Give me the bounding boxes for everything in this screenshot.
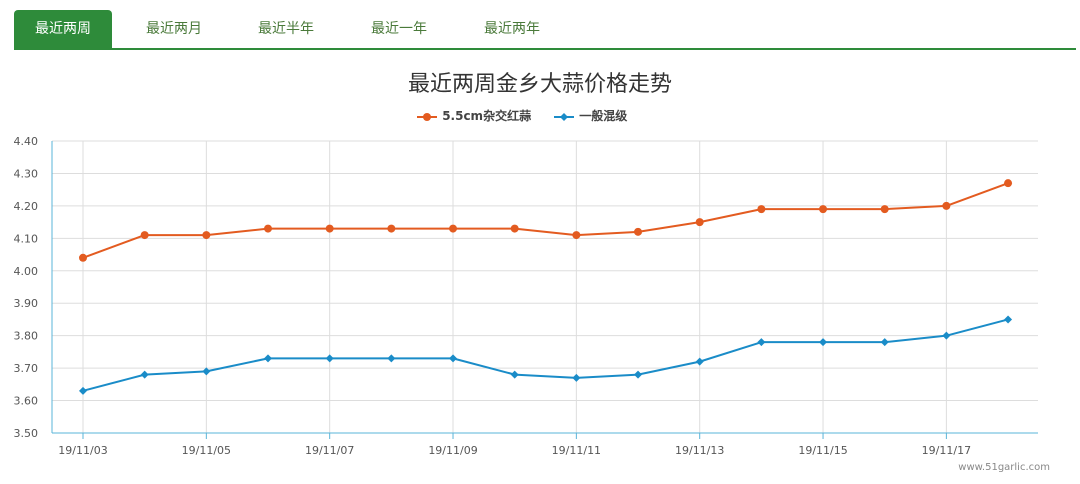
tab-half-year[interactable]: 最近半年 — [258, 21, 314, 37]
y-tick-label: 3.50 — [14, 427, 39, 440]
legend-item-series-2[interactable]: 一般混级 — [553, 106, 627, 126]
data-point[interactable] — [449, 354, 458, 363]
data-point[interactable] — [140, 231, 149, 240]
x-tick-label: 19/11/03 — [58, 444, 107, 457]
data-point[interactable] — [572, 231, 581, 240]
data-point[interactable] — [572, 373, 581, 382]
data-point[interactable] — [264, 224, 273, 233]
x-tick-label: 19/11/13 — [675, 444, 724, 457]
period-tabs: 最近两周 最近两月 最近半年 最近一年 最近两年 — [14, 10, 1076, 50]
x-tick-label: 19/11/09 — [428, 444, 477, 457]
y-tick-label: 4.30 — [14, 167, 39, 180]
series-line-2 — [82, 318, 1009, 392]
tab-one-year[interactable]: 最近一年 — [371, 21, 427, 37]
x-tick-label: 19/11/11 — [552, 444, 601, 457]
data-point[interactable] — [202, 367, 211, 376]
legend-label-series-1: 5.5cm杂交红蒜 — [442, 109, 532, 123]
data-point[interactable] — [1004, 315, 1013, 324]
y-tick-label: 4.00 — [14, 265, 39, 278]
data-point[interactable] — [449, 224, 458, 233]
data-point[interactable] — [325, 354, 334, 363]
data-point[interactable] — [387, 354, 396, 363]
data-point[interactable] — [695, 357, 704, 366]
data-point[interactable] — [757, 205, 766, 214]
series-line-1 — [82, 182, 1009, 259]
y-tick-label: 3.80 — [14, 330, 39, 343]
data-point[interactable] — [942, 201, 951, 210]
legend-item-series-1[interactable]: 5.5cm杂交红蒜 — [416, 106, 531, 126]
tab-two-months[interactable]: 最近两月 — [146, 21, 202, 37]
data-point[interactable] — [79, 253, 87, 262]
data-point[interactable] — [757, 338, 766, 347]
data-point[interactable] — [819, 338, 828, 347]
data-point[interactable] — [387, 224, 396, 233]
data-point[interactable] — [140, 370, 149, 379]
legend-marker-series-1 — [417, 112, 437, 121]
y-tick-label: 4.10 — [14, 232, 39, 245]
data-point[interactable] — [510, 224, 519, 233]
data-point[interactable] — [880, 338, 889, 347]
y-tick-label: 3.60 — [14, 395, 39, 408]
data-point[interactable] — [79, 386, 87, 395]
chart-legend: 5.5cm杂交红蒜 一般混级 — [0, 106, 1080, 126]
x-tick-label: 19/11/05 — [182, 444, 231, 457]
x-tick-label: 19/11/15 — [798, 444, 847, 457]
data-point[interactable] — [264, 354, 273, 363]
legend-marker-series-2 — [554, 112, 574, 121]
data-point[interactable] — [880, 205, 889, 214]
data-point[interactable] — [942, 331, 951, 340]
data-point[interactable] — [634, 370, 643, 379]
data-point[interactable] — [634, 227, 643, 236]
x-tick-label: 19/11/17 — [922, 444, 971, 457]
y-tick-label: 3.70 — [14, 362, 39, 375]
x-tick-label: 19/11/07 — [305, 444, 354, 457]
data-point[interactable] — [202, 231, 211, 240]
data-point[interactable] — [1004, 179, 1013, 188]
data-point[interactable] — [695, 218, 704, 227]
tab-two-weeks[interactable]: 最近两周 — [14, 10, 112, 48]
watermark: www.51garlic.com — [958, 462, 1050, 473]
legend-label-series-2: 一般混级 — [579, 109, 628, 123]
data-point[interactable] — [510, 370, 519, 379]
y-tick-label: 4.20 — [14, 200, 39, 213]
data-point[interactable] — [819, 205, 828, 214]
y-tick-label: 3.90 — [14, 297, 39, 310]
data-point[interactable] — [325, 224, 334, 233]
chart-title: 最近两周金乡大蒜价格走势 — [407, 72, 672, 97]
y-tick-label: 4.40 — [14, 135, 39, 148]
tab-two-years[interactable]: 最近两年 — [484, 21, 540, 37]
